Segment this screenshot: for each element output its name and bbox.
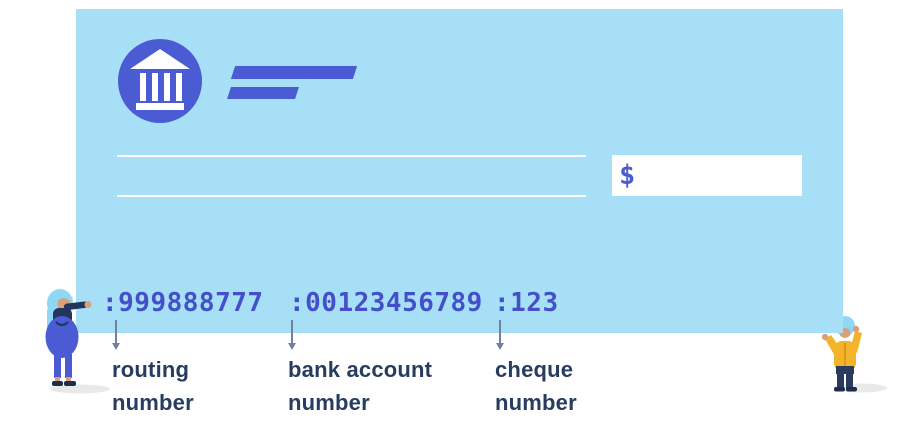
payee-line: [117, 155, 586, 157]
shoe-left: [52, 381, 63, 386]
routing-number-arrow: [111, 320, 120, 350]
label-line: number: [288, 390, 370, 415]
label-line: cheque: [495, 357, 574, 382]
label-line: number: [495, 390, 577, 415]
arm-pointing: [63, 301, 92, 311]
label-line: routing: [112, 357, 190, 382]
bank-account-number-value: :00123456789: [289, 288, 483, 318]
leg-left: [54, 354, 61, 378]
routing-number-value: :999888777: [102, 288, 264, 318]
bank-building-icon: [130, 49, 190, 110]
hand-right: [852, 325, 860, 333]
label-line: number: [112, 390, 194, 415]
cheque-number-label: cheque number: [495, 353, 577, 419]
bank-logo: [118, 39, 202, 123]
fringe: [53, 292, 73, 303]
dollar-sign-icon: $: [619, 160, 636, 191]
bank-name-redacted-bar: [230, 66, 358, 79]
hips: [836, 366, 854, 374]
bank-name-redacted-bar: [227, 87, 299, 99]
hand-left: [821, 333, 829, 341]
bank-account-number-label: bank account number: [288, 353, 432, 419]
leg-left: [837, 370, 844, 388]
neckline: [55, 321, 69, 326]
bank-account-number-arrow: [287, 320, 296, 350]
shadow: [50, 384, 110, 394]
cheque-number-value: :123: [494, 288, 559, 318]
label-line: bank account: [288, 357, 433, 382]
leg-right: [65, 354, 72, 378]
leg-right: [846, 370, 853, 388]
cheque: $ :999888777 :00123456789 :123: [76, 9, 843, 333]
amount-box: $: [612, 155, 802, 196]
routing-number-label: routing number: [112, 353, 194, 419]
shoe-left: [834, 387, 845, 392]
ankle-right: [66, 377, 71, 382]
woman-illustration: [45, 289, 110, 394]
ankle-left: [55, 377, 60, 382]
overalls-body: [45, 316, 79, 358]
logo-circle: [118, 39, 202, 123]
amount-words-line: [117, 195, 586, 197]
shoe-right: [64, 381, 76, 386]
cheque-number-arrow: [495, 320, 504, 350]
shoe-right: [846, 387, 857, 392]
